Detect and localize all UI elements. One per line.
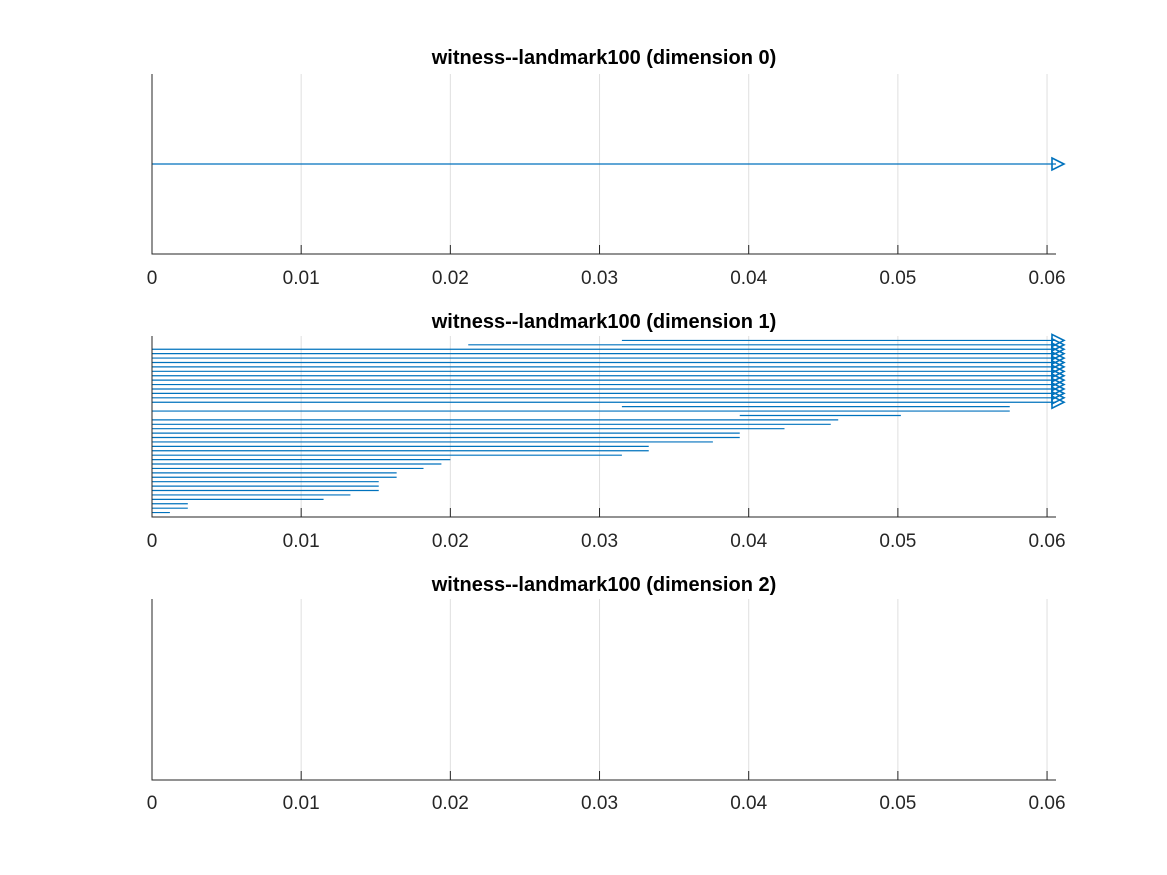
- x-tick-label-1: 0.01: [283, 268, 320, 289]
- x-tick-label-6: 0.06: [1029, 531, 1066, 552]
- x-tick-label-6: 0.06: [1029, 793, 1066, 814]
- panel-dimension-2: witness--landmark100 (dimension 2) 0 0.01…: [147, 574, 1066, 814]
- x-tick-label-0: 0: [147, 531, 158, 552]
- x-tick-label-4: 0.04: [730, 793, 767, 814]
- panel-2-title: witness--landmark100 (dimension 2): [431, 574, 777, 596]
- x-tick-label-4: 0.04: [730, 531, 767, 552]
- x-tick-label-2: 0.02: [432, 793, 469, 814]
- panel-dimension-1: witness--landmark100 (dimension 1) 0 0.01…: [147, 311, 1066, 552]
- x-tick-label-3: 0.03: [581, 793, 618, 814]
- x-tick-label-0: 0: [147, 268, 158, 289]
- x-tick-label-1: 0.01: [283, 531, 320, 552]
- x-tick-label-2: 0.02: [432, 531, 469, 552]
- infinite-arrow-0: [1051, 156, 1066, 172]
- x-tick-label-3: 0.03: [581, 531, 618, 552]
- panel-dimension-0: witness--landmark100 (dimension 0) 0 0.01…: [147, 47, 1066, 289]
- panel-0-plot: 0 0.01 0.02 0.03 0.04 0.05 0.06: [147, 74, 1066, 289]
- panel-1-plot: 0 0.01 0.02 0.03 0.04 0.05 0.06: [147, 333, 1066, 552]
- x-tick-label-5: 0.05: [879, 531, 916, 552]
- x-tick-label-2: 0.02: [432, 268, 469, 289]
- panel-0-title: witness--landmark100 (dimension 0): [431, 47, 777, 69]
- x-tick-label-3: 0.03: [581, 268, 618, 289]
- x-tick-label-6: 0.06: [1029, 268, 1066, 289]
- x-tick-label-5: 0.05: [879, 268, 916, 289]
- x-tick-label-5: 0.05: [879, 793, 916, 814]
- infinite-arrow-14: [1051, 394, 1066, 410]
- panel-1-title: witness--landmark100 (dimension 1): [431, 311, 777, 333]
- x-tick-label-0: 0: [147, 793, 158, 814]
- panel-2-plot: 0 0.01 0.02 0.03 0.04 0.05 0.06: [147, 599, 1066, 814]
- x-tick-label-4: 0.04: [730, 268, 767, 289]
- x-tick-label-1: 0.01: [283, 793, 320, 814]
